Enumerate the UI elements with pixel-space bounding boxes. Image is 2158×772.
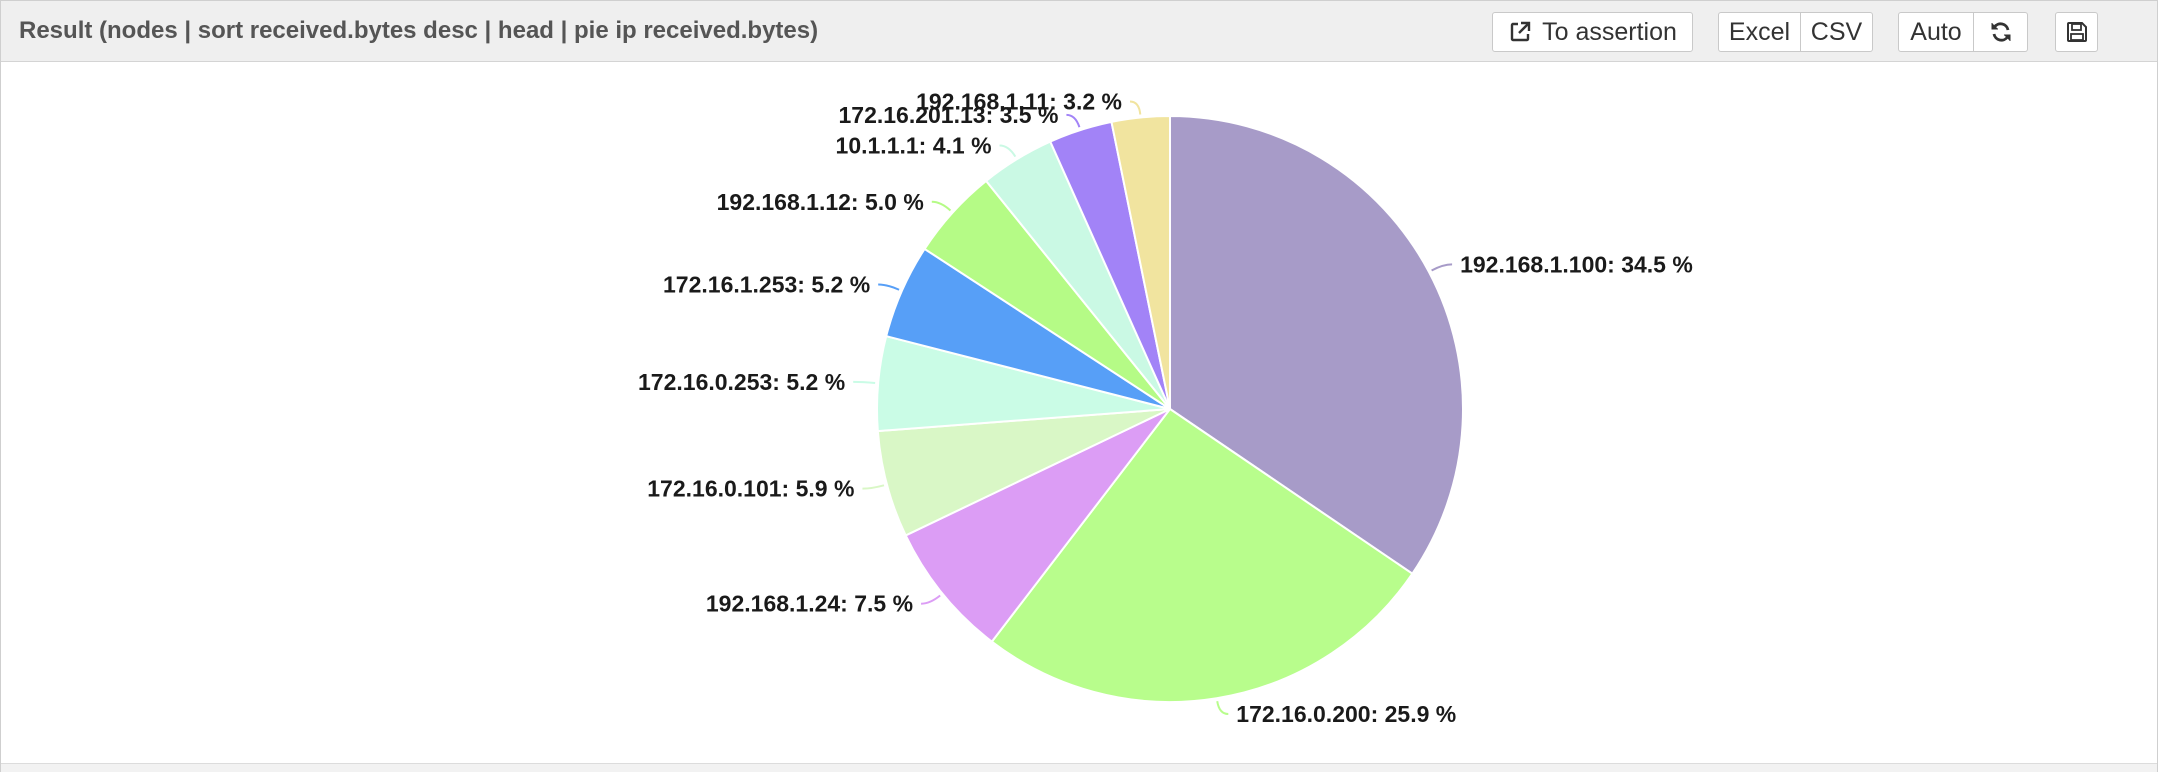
slice-connector (1129, 100, 1142, 115)
refresh-button[interactable] (1974, 12, 2028, 52)
slice-label: 192.168.1.100: 34.5 % (1460, 251, 1693, 277)
pie-slice[interactable] (990, 407, 1414, 703)
external-link-icon (1508, 20, 1532, 44)
excel-button[interactable]: Excel (1718, 12, 1801, 52)
slice-label: 172.16.0.200: 25.9 % (1236, 701, 1456, 727)
pie-slice[interactable] (1169, 114, 1464, 576)
result-title: Result (nodes | sort received.bytes desc… (19, 17, 819, 44)
csv-button[interactable]: CSV (1801, 12, 1873, 52)
bottom-scroll-area (1, 763, 2157, 772)
to-assertion-label: To assertion (1542, 17, 1677, 46)
auto-button[interactable]: Auto (1898, 12, 1974, 52)
slice-connector (999, 144, 1017, 158)
slice-label: 192.168.1.24: 7.5 % (706, 591, 913, 617)
slice-connector (862, 484, 885, 490)
slice-label: 192.168.1.11: 3.2 % (916, 89, 1122, 115)
slice-label: 172.16.0.101: 5.9 % (647, 476, 854, 502)
slice-label: 172.16.1.253: 5.2 % (663, 272, 870, 298)
slice-connector (878, 283, 900, 291)
slice-label: 172.16.0.253: 5.2 % (638, 369, 845, 395)
slice-connector (1431, 263, 1453, 272)
pie-chart: 192.168.1.100: 34.5 % 172.16.0.200: 25.9 … (638, 89, 1693, 727)
result-header: Result (nodes | sort received.bytes desc… (1, 1, 2157, 62)
slice-label: 192.168.1.12: 5.0 % (717, 189, 924, 215)
slice-label: 10.1.1.1: 4.1 % (836, 133, 992, 159)
slice-connector (931, 200, 952, 212)
slice-connector (1066, 113, 1081, 128)
pie-slice[interactable] (1110, 114, 1171, 410)
pie-slice[interactable] (904, 408, 1171, 644)
slice-label: 172.16.201.13: 3.5 % (838, 102, 1058, 128)
save-icon (2066, 21, 2088, 43)
refresh-icon (1989, 20, 2013, 44)
slice-connector (921, 594, 941, 605)
slice-connector (853, 380, 876, 384)
slice-connector (1216, 701, 1229, 716)
save-button[interactable] (2055, 12, 2098, 52)
to-assertion-button[interactable]: To assertion (1492, 12, 1693, 52)
chart-area: 192.168.1.100: 34.5 % 172.16.0.200: 25.9 … (1, 62, 2157, 762)
